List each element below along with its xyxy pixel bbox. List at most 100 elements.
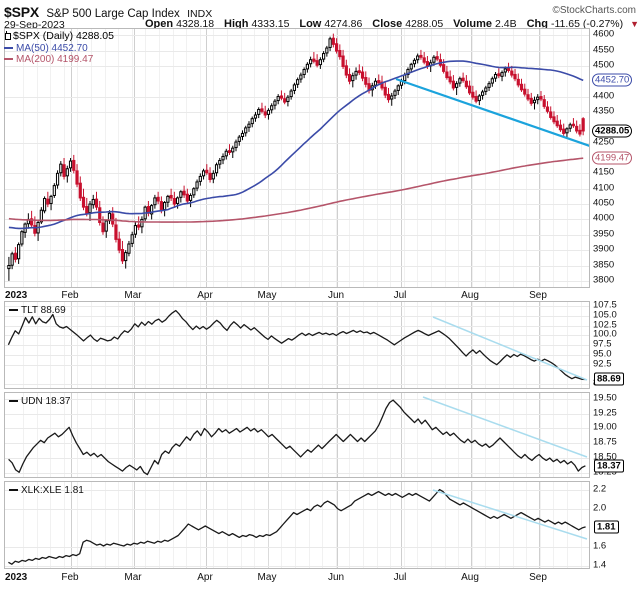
gridline-week [472, 393, 473, 477]
gridline-value [5, 173, 589, 174]
gridline-week [77, 482, 78, 568]
gridline-week [173, 482, 174, 568]
tlt-panel[interactable] [4, 301, 590, 389]
gridline-week [23, 29, 24, 287]
ohlc-quote-bar: Open 4328.18 High 4333.15 Low 4274.86 Close… [145, 18, 639, 30]
date-axis-label: Apr [197, 572, 213, 583]
gridline-week [295, 29, 296, 287]
gridline-value [5, 306, 589, 307]
gridline-week [145, 482, 146, 568]
gridline-month [401, 29, 402, 287]
gridline-week [404, 482, 405, 568]
gridline-value [5, 428, 589, 429]
gridline-week [241, 393, 242, 477]
date-axis-label: May [257, 290, 277, 301]
gridline-week [513, 29, 514, 287]
xlk-xle-legend-label: XLK:XLE 1.81 [21, 485, 84, 496]
gridline-week [118, 393, 119, 477]
date-axis-label: Apr [197, 290, 213, 301]
gridline-value [5, 316, 589, 317]
gridline-week [50, 393, 51, 477]
udn-legend-label: UDN 18.37 [21, 396, 71, 407]
gridline-week [173, 29, 174, 287]
gridline-week [404, 29, 405, 287]
gridline-week [105, 393, 106, 477]
symbol-ticker[interactable]: $SPX [4, 4, 39, 20]
gridline-value [5, 335, 589, 336]
axis-tick-label: 2.0 [593, 502, 607, 514]
xlk-xle-panel[interactable] [4, 481, 590, 569]
gridline-value [5, 414, 589, 415]
low-label: Low [299, 18, 322, 30]
gridline-week [499, 482, 500, 568]
axis-tick-label: 92.5 [593, 358, 612, 370]
gridline-week [105, 29, 106, 287]
date-axis-label: Aug [461, 290, 479, 301]
axis-tick-label: 100.0 [593, 328, 617, 340]
chevron-down-icon[interactable]: ▼ [630, 19, 640, 29]
gridline-week [132, 393, 133, 477]
axis-tick-label: 4100 [593, 182, 615, 194]
gridline-month [134, 482, 135, 568]
axis-tick-label: 105.0 [593, 309, 617, 321]
date-axis-label: Mar [124, 572, 142, 583]
gridline-week [567, 482, 568, 568]
gridline-week [200, 29, 201, 287]
gridline-month [337, 482, 338, 568]
gridline-week [281, 482, 282, 568]
gridline-week [186, 482, 187, 568]
close-value: 4288.05 [405, 18, 444, 30]
gridline-week [132, 29, 133, 287]
gridline-week [445, 482, 446, 568]
udn-panel[interactable] [4, 392, 590, 478]
axis-tick-label: 95.0 [593, 348, 612, 360]
flag-ma200: 4199.47 [592, 151, 633, 165]
gridline-week [458, 482, 459, 568]
date-axis-label: 2023 [5, 290, 28, 301]
gridline-value [5, 458, 589, 459]
gridline-week [254, 29, 255, 287]
gridline-week [349, 482, 350, 568]
bottom-date-axis: 2023 Feb Mar Apr May Jun Jul Aug Sep [4, 572, 590, 586]
gridline-month [337, 29, 338, 287]
symbol-exchange: INDX [187, 8, 213, 20]
gridline-week [417, 482, 418, 568]
gridline-value [5, 281, 589, 282]
line-swatch-icon [9, 400, 18, 402]
axis-tick-label: 19.00 [593, 421, 617, 433]
gridline-week [458, 29, 459, 287]
gridline-week [499, 29, 500, 287]
gridline-month [539, 29, 540, 287]
axis-tick-label: 18.50 [593, 451, 617, 463]
gridline-week [23, 482, 24, 568]
gridline-month [471, 482, 472, 568]
gridline-week [200, 482, 201, 568]
gridline-week [485, 482, 486, 568]
xlk-xle-legend: XLK:XLE 1.81 [9, 485, 84, 497]
gridline-value [5, 235, 589, 236]
gridline-week [186, 393, 187, 477]
main-price-panel[interactable] [4, 28, 590, 288]
tlt-series [7, 309, 588, 381]
gridline-value [5, 97, 589, 98]
volume-value: 2.4B [495, 18, 517, 30]
gridline-week [553, 393, 554, 477]
gridline-value [5, 547, 589, 548]
high-label: High [224, 18, 249, 30]
gridline-week [417, 393, 418, 477]
axis-tick-label: 4000 [593, 212, 615, 224]
open-label: Open [145, 18, 174, 30]
gridline-week [526, 482, 527, 568]
axis-tick-label: 4150 [593, 166, 615, 178]
gridline-week [118, 29, 119, 287]
axis-tick-label: 18.75 [593, 436, 617, 448]
line-swatch-icon [4, 46, 13, 49]
udn-gridlines [5, 393, 589, 477]
legend-ma50: MA(50) 4452.70 [4, 43, 114, 55]
symbol-name: S&P 500 Large Cap Index [46, 8, 180, 20]
gridline-week [77, 29, 78, 287]
gridline-week [268, 393, 269, 477]
gridline-month [71, 393, 72, 477]
axis-tick-label: 4250 [593, 136, 615, 148]
gridline-week [309, 29, 310, 287]
